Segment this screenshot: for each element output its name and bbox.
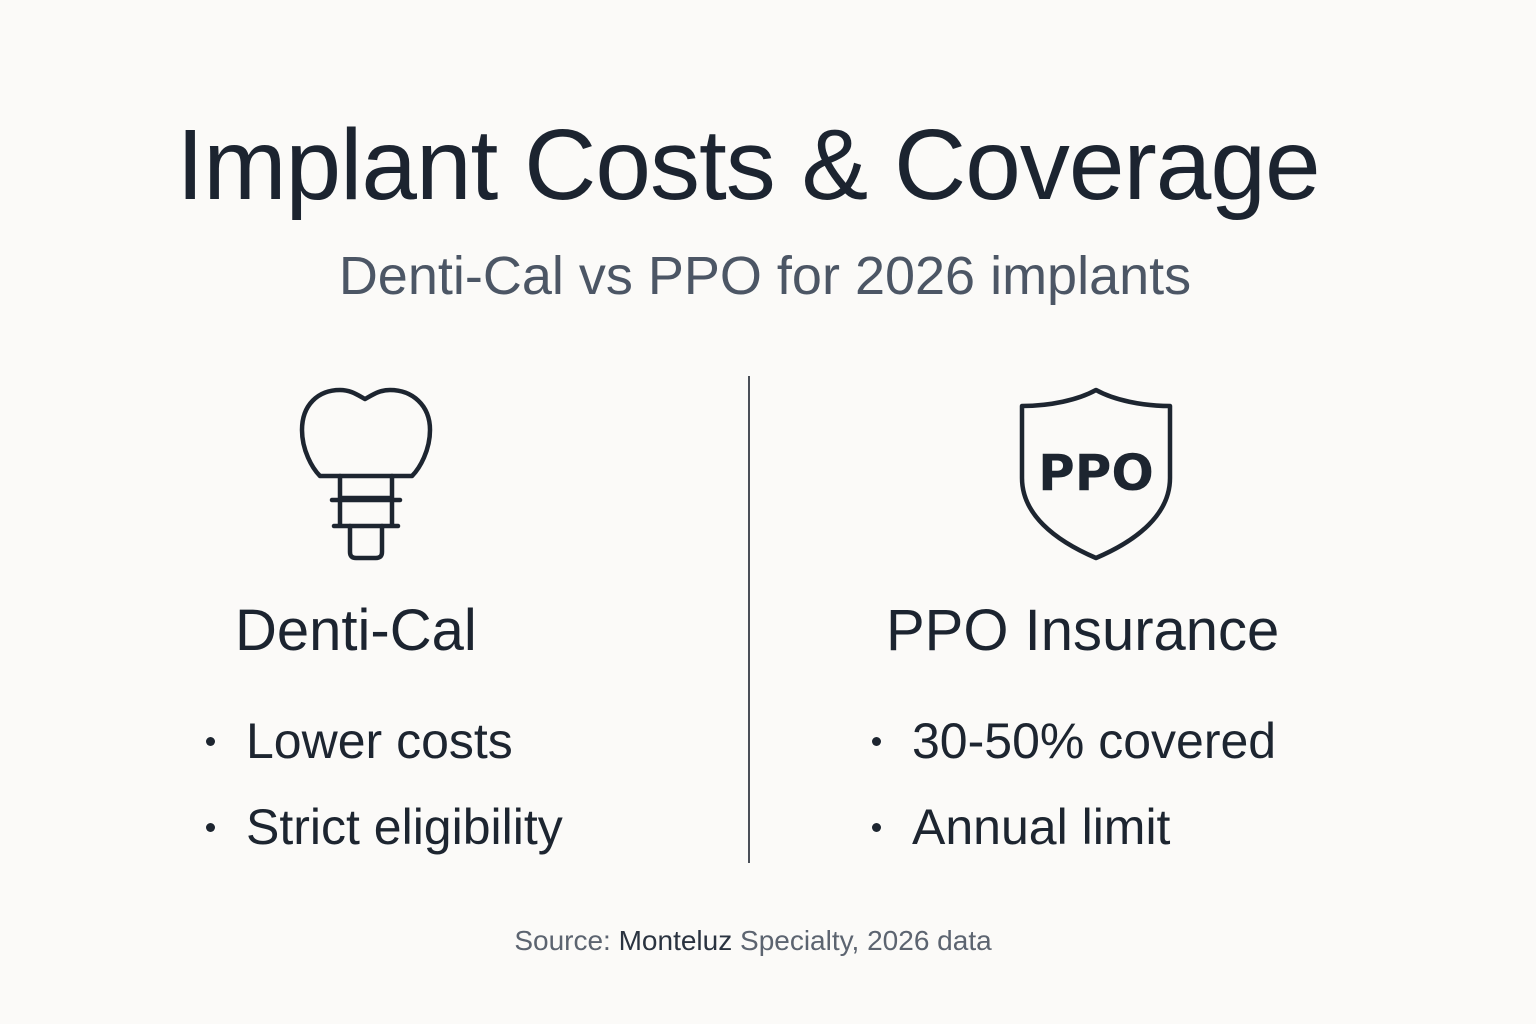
list-item: Annual limit [870,784,1276,870]
list-item: Strict eligibility [204,784,563,870]
denti-cal-heading: Denti-Cal [235,598,477,663]
ppo-icon-text: PPO [1038,444,1154,502]
bullet-text: Annual limit [912,799,1171,855]
source-prefix: Source: [514,925,619,956]
bullet-icon [872,736,881,746]
bullet-icon [206,822,215,832]
bullet-icon [872,822,881,832]
source-brand: Monteluz [618,925,733,956]
dental-implant-icon [290,380,440,570]
bullet-text: 30-50% covered [912,713,1277,769]
column-divider [748,376,750,863]
ppo-bullet-list: 30-50% covered Annual limit [870,698,1276,870]
list-item: 30-50% covered [870,698,1276,784]
source-citation: Source: Monteluz Specialty, 2026 data [0,925,1506,957]
bullet-icon [206,736,215,746]
page-subtitle: Denti-Cal vs PPO for 2026 implants [338,246,1192,306]
ppo-insurance-heading: PPO Insurance [886,598,1280,663]
denti-cal-bullet-list: Lower costs Strict eligibility [204,698,563,870]
bullet-text: Strict eligibility [246,799,563,855]
page-title: Implant Costs & Coverage [176,109,1320,221]
list-item: Lower costs [204,698,563,784]
source-suffix: Specialty, 2026 data [732,925,992,956]
ppo-shield-icon: PPO [1012,382,1180,566]
bullet-text: Lower costs [246,713,513,769]
